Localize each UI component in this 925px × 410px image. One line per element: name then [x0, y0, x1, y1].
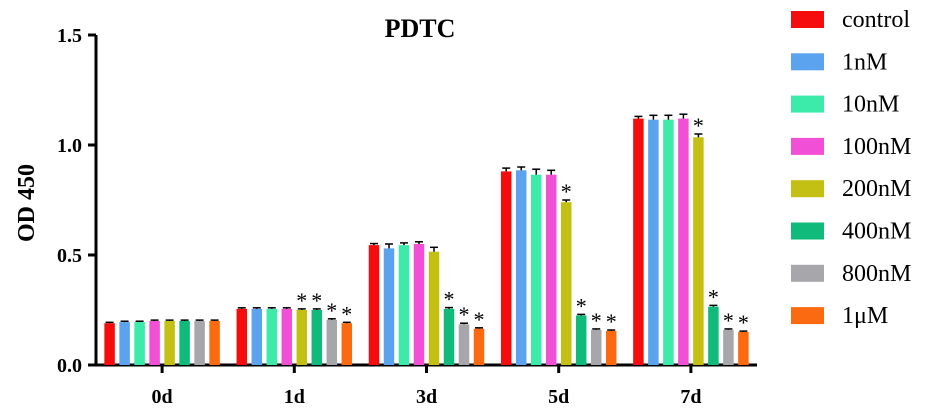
y-tick-label: 0.5	[57, 245, 82, 267]
bar	[326, 319, 338, 365]
significance-marker: *	[606, 309, 617, 334]
bar	[341, 323, 353, 365]
legend-swatch	[791, 137, 824, 155]
bar	[723, 329, 734, 365]
significance-marker: *	[326, 298, 337, 323]
legend-label: 100nM	[842, 134, 911, 160]
legend-swatch	[791, 95, 824, 113]
bar	[473, 328, 485, 365]
legend-label: 10nM	[842, 92, 899, 118]
legend-label: control	[842, 7, 910, 33]
bar	[530, 174, 542, 365]
x-tick-label: 7d	[680, 386, 701, 408]
bar	[311, 310, 323, 365]
x-tick-label: 1d	[284, 386, 305, 408]
legend: control 1nM 10nM 100nM 200nM 400nM 800nM 1μM	[791, 7, 911, 329]
bar	[179, 321, 190, 365]
bar	[194, 321, 205, 365]
significance-marker: *	[444, 287, 455, 312]
bar	[575, 315, 587, 365]
bar	[251, 308, 263, 365]
legend-label: 200nM	[842, 176, 911, 202]
x-tick-label: 3d	[416, 386, 437, 408]
significance-marker: *	[708, 284, 719, 309]
legend-label: 400nM	[842, 219, 911, 245]
bar	[296, 310, 308, 365]
x-tick-label: 0d	[152, 386, 173, 408]
legend-label: 1μM	[842, 303, 888, 329]
legend-label: 800nM	[842, 261, 911, 287]
significance-marker: *	[576, 293, 587, 318]
bar	[281, 308, 293, 365]
significance-marker: *	[561, 179, 572, 204]
bar	[738, 332, 749, 365]
y-tick-label: 0.0	[57, 355, 82, 377]
bar	[413, 244, 425, 365]
legend-swatch	[791, 222, 824, 240]
legend-swatch	[791, 53, 824, 71]
bar	[633, 118, 644, 365]
bar	[209, 321, 220, 365]
bar	[560, 202, 572, 365]
significance-marker: *	[723, 308, 734, 333]
bar	[368, 245, 380, 365]
legend-swatch	[791, 307, 824, 325]
bar	[678, 118, 689, 365]
bar	[149, 321, 160, 365]
y-axis-label: OD 450	[14, 164, 40, 242]
significance-marker: *	[296, 288, 307, 313]
bar	[164, 321, 175, 365]
y-tick-label: 1.5	[57, 25, 82, 47]
bar	[545, 174, 557, 365]
bar	[443, 308, 455, 365]
significance-marker: *	[693, 113, 704, 138]
significance-marker: *	[311, 288, 322, 313]
bar	[104, 323, 115, 365]
chart-title: PDTC	[385, 14, 456, 43]
bar	[266, 308, 278, 365]
significance-marker: *	[474, 307, 485, 332]
legend-swatch	[791, 264, 824, 282]
plot-area: 0.00.51.01.50d* * * *1d** *3d*** *5d*** *7d	[57, 25, 757, 408]
bar	[648, 119, 659, 365]
legend-swatch	[791, 180, 824, 198]
bar	[693, 137, 704, 365]
significance-marker: *	[591, 308, 602, 333]
bar	[398, 245, 410, 365]
bar	[236, 308, 248, 365]
significance-marker: *	[459, 302, 470, 327]
bar	[663, 119, 674, 365]
bar	[590, 329, 602, 365]
bar	[708, 306, 719, 365]
bar	[134, 322, 145, 365]
bar	[500, 171, 512, 365]
bar	[515, 170, 527, 365]
bar	[428, 251, 440, 365]
legend-swatch	[791, 11, 824, 28]
y-tick-label: 1.0	[57, 135, 82, 157]
bar	[383, 248, 395, 365]
significance-marker: *	[738, 310, 749, 335]
bar	[119, 322, 130, 365]
bar	[458, 324, 470, 365]
legend-label: 1nM	[842, 49, 887, 75]
bar	[605, 330, 617, 365]
x-tick-label: 5d	[548, 386, 569, 408]
significance-marker: *	[341, 301, 352, 326]
